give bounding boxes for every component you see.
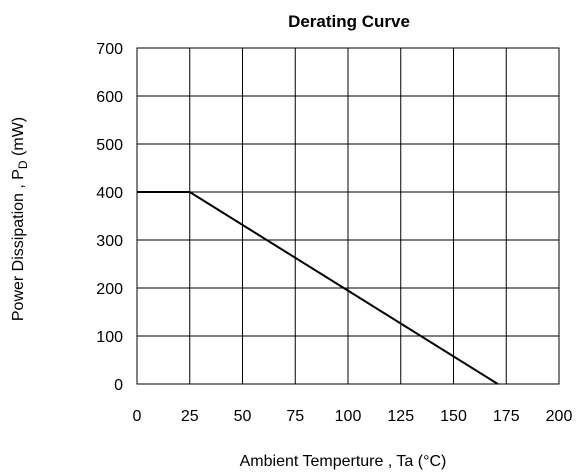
x-tick-labels: 0 25 50 75 100 125 150 175 200 xyxy=(133,408,573,425)
x-tick-label-2: 50 xyxy=(234,408,252,425)
y-tick-label-1: 100 xyxy=(96,329,123,346)
y-axis-label: Power Dissipation , PD (mW) xyxy=(10,117,30,321)
x-tick-label-6: 150 xyxy=(440,408,467,425)
plot-frame xyxy=(136,47,560,385)
y-axis-label-main: Power Dissipation , P xyxy=(10,169,27,321)
y-tick-label-4: 400 xyxy=(96,185,123,202)
x-tick-label-4: 100 xyxy=(335,408,362,425)
y-axis-label-subscript: D xyxy=(16,160,30,169)
x-tick-label-5: 125 xyxy=(387,408,414,425)
y-tick-label-0: 0 xyxy=(114,377,123,394)
x-axis-label: Ambient Temperture , Ta (°C) xyxy=(240,453,447,470)
series-group xyxy=(137,191,499,385)
y-axis-label-unit: (mW) xyxy=(10,117,27,161)
y-tick-label-7: 700 xyxy=(96,41,123,58)
y-tick-label-3: 300 xyxy=(96,233,123,250)
series-line-0 xyxy=(137,191,499,385)
y-tick-labels: 0 100 200 300 400 500 600 700 xyxy=(96,41,123,394)
y-tick-label-6: 600 xyxy=(96,89,123,106)
x-tick-label-1: 25 xyxy=(181,408,199,425)
x-tick-label-8: 200 xyxy=(546,408,573,425)
y-tick-label-5: 500 xyxy=(96,137,123,154)
grid-lines xyxy=(136,47,560,385)
x-tick-label-0: 0 xyxy=(133,408,142,425)
chart-title: Derating Curve xyxy=(288,12,410,31)
x-tick-label-7: 175 xyxy=(493,408,520,425)
x-tick-label-3: 75 xyxy=(286,408,304,425)
y-tick-label-2: 200 xyxy=(96,281,123,298)
